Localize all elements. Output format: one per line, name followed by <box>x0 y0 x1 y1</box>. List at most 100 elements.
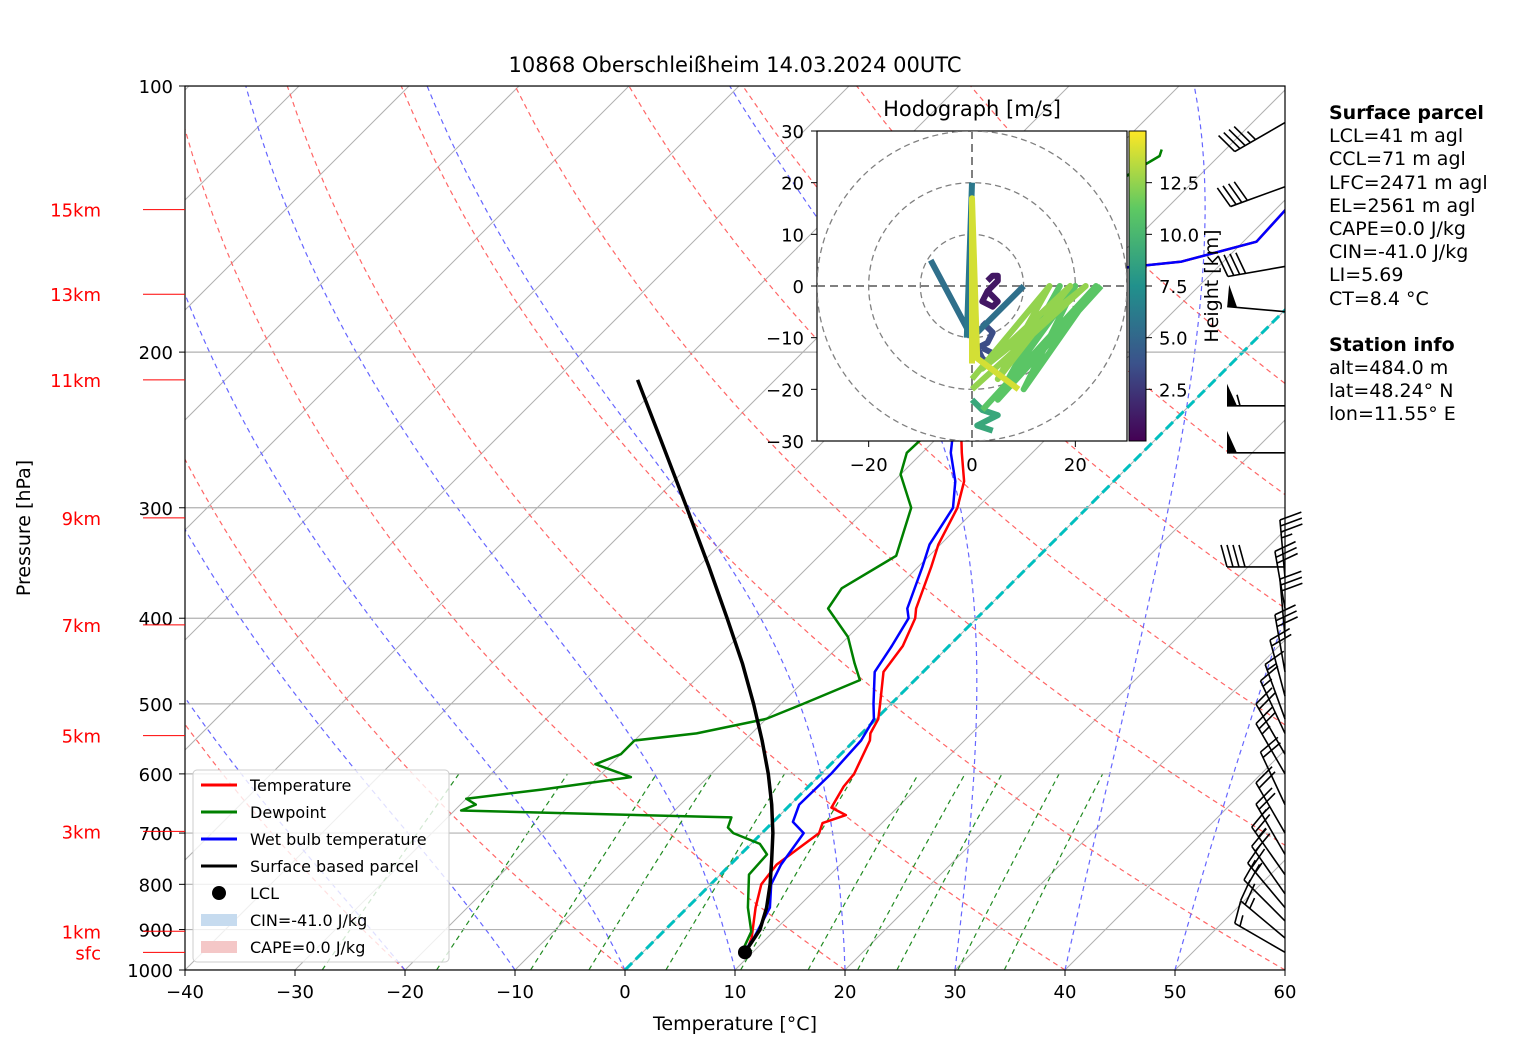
wind-barb-full <box>1255 766 1273 784</box>
hodograph-ytick-label: 0 <box>793 277 804 298</box>
wind-barb-staff <box>1269 639 1286 697</box>
wind-barb-full <box>1254 813 1271 833</box>
mixing-ratio-line <box>807 773 919 970</box>
wind-barb-full <box>1250 848 1266 869</box>
wind-barb-full <box>1279 570 1302 580</box>
height-label: 3km <box>62 822 101 843</box>
wind-barb-full <box>1244 883 1256 905</box>
dry-adiabat <box>286 86 1066 970</box>
wind-barb-staff <box>1255 703 1286 755</box>
wind-barb-half <box>1254 862 1263 873</box>
wind-barb-full <box>1276 552 1298 564</box>
height-label: 5km <box>62 727 101 748</box>
wind-barb-full <box>1233 901 1242 924</box>
wind-barb-staff <box>1227 265 1286 278</box>
parcel-line <box>635 379 775 954</box>
pressure-tick-label: 600 <box>139 765 173 786</box>
x-axis-label: Temperature [°C] <box>652 1013 817 1035</box>
legend-label: Temperature <box>249 776 351 795</box>
wind-barb-half <box>1266 662 1277 671</box>
surface-lfc: LFC=2471 m agl <box>1329 171 1488 194</box>
wind-barb-full <box>1220 544 1228 568</box>
colorbar-tick-label: 7.5 <box>1159 277 1188 298</box>
wind-barb-full <box>1238 544 1246 568</box>
wind-barb-full <box>1216 187 1232 208</box>
pressure-tick-label: 100 <box>139 77 173 98</box>
legend-label: CAPE=0.0 J/kg <box>250 938 365 957</box>
height-label: sfc <box>75 943 101 964</box>
wind-barb-full <box>1280 576 1303 586</box>
hodograph-title: Hodograph [m/s] <box>883 97 1061 121</box>
hodograph: Hodograph [m/s] 30 20 10 0 −10 −20 −30 −20 0 20 1… <box>766 97 1223 476</box>
isotherm-line <box>1064 749 1285 970</box>
station-info-heading: Station info <box>1329 333 1455 356</box>
isotherm-line <box>954 639 1285 970</box>
legend-label: Surface based parcel <box>250 857 419 876</box>
hodograph-ytick-label: 20 <box>781 174 804 195</box>
temperature-axis: −40 −30 −20 −10 0 10 20 30 40 50 60 <box>166 970 1296 1003</box>
wind-barb-full <box>1271 633 1292 647</box>
temperature-line <box>744 208 1285 953</box>
legend: Temperature Dewpoint Wet bulb temperature S… <box>192 769 450 963</box>
wind-barb <box>1274 540 1298 609</box>
wind-barb-half <box>1249 897 1256 909</box>
dry-adiabat <box>514 86 1285 846</box>
wind-barb-full <box>1279 511 1302 521</box>
wind-barb <box>1227 284 1286 313</box>
wind-barb <box>1274 604 1298 673</box>
hodograph-xtick-label: −20 <box>850 455 888 476</box>
wind-barb-full <box>1233 125 1251 144</box>
hodograph-xtick-label: 0 <box>966 455 977 476</box>
wind-barb <box>1217 252 1286 278</box>
surface-el: EL=2561 m agl <box>1329 194 1476 217</box>
hodograph-trace <box>979 272 1001 310</box>
wind-barb-full <box>1243 859 1256 881</box>
lcl-marker <box>737 945 752 960</box>
station-lon: lon=11.55° E <box>1329 403 1456 426</box>
pressure-tick-label: 800 <box>139 875 173 896</box>
wind-barb-staff <box>1255 782 1286 834</box>
mixing-ratio-line <box>436 773 568 970</box>
mixing-ratio-line <box>588 773 713 970</box>
height-label: 11km <box>50 371 101 392</box>
temperature-tick-label: −10 <box>496 982 534 1003</box>
wind-barb <box>1247 843 1286 909</box>
wind-barb-full <box>1233 181 1249 201</box>
moist-adiabat <box>426 86 846 970</box>
dry-adiabat <box>400 86 1285 970</box>
hodograph-trace <box>969 283 1089 392</box>
temperature-tick-label: −40 <box>166 982 204 1003</box>
wind-barb-full <box>1227 183 1243 203</box>
colorbar-tick-label: 2.5 <box>1159 380 1188 401</box>
wind-barb <box>1279 511 1303 578</box>
wind-barb-staff <box>1274 551 1286 609</box>
wind-barb <box>1227 430 1285 454</box>
wind-barb-half <box>1281 533 1293 539</box>
wind-barb-staff <box>1234 121 1286 153</box>
wind-barb-staff <box>1234 922 1286 954</box>
wind-barb-staff <box>1247 862 1286 909</box>
wind-barb <box>1233 901 1286 954</box>
wind-barb-half <box>1236 394 1241 406</box>
isotherm-line <box>185 86 740 641</box>
surface-cape: CAPE=0.0 J/kg <box>1329 218 1466 241</box>
isotherm-line <box>185 86 410 311</box>
wind-barb-full <box>1255 706 1273 725</box>
legend-label: CIN=-41.0 J/kg <box>250 911 367 930</box>
surface-parcel-heading: Surface parcel <box>1329 102 1484 124</box>
pressure-tick-label: 500 <box>139 695 173 716</box>
wind-barb-staff <box>1243 879 1286 922</box>
wind-barb <box>1243 859 1286 922</box>
colorbar-tick-label: 12.5 <box>1159 174 1199 195</box>
pressure-tick-label: 1000 <box>127 961 173 982</box>
moist-adiabat <box>1064 86 1206 970</box>
height-label: 13km <box>50 285 101 306</box>
moist-adiabat <box>185 292 626 970</box>
temperature-tick-label: 10 <box>724 982 747 1003</box>
hodograph-ytick-label: −20 <box>766 380 804 401</box>
wind-barb-staff <box>1230 185 1286 208</box>
wind-barb-full <box>1275 610 1297 622</box>
temperature-tick-label: −20 <box>386 982 424 1003</box>
